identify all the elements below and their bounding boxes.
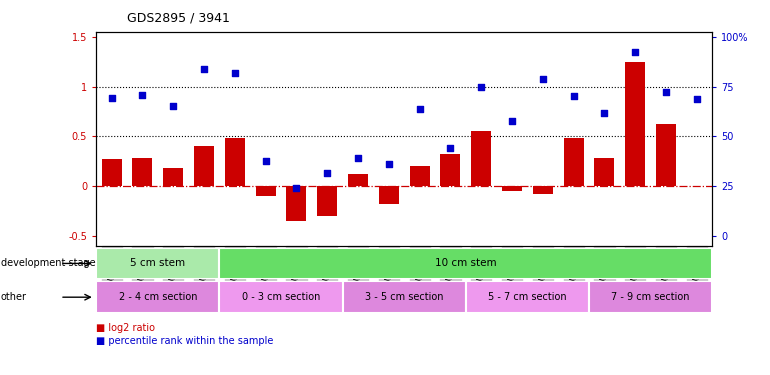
Point — [259, 158, 272, 164]
Bar — [96, 248, 219, 279]
Text: 10 cm stem: 10 cm stem — [435, 258, 497, 268]
Text: 2 - 4 cm section: 2 - 4 cm section — [119, 292, 197, 302]
Point — [506, 118, 518, 124]
Text: 3 - 5 cm section: 3 - 5 cm section — [365, 292, 444, 302]
Bar — [96, 281, 219, 313]
Bar — [317, 186, 337, 216]
Point — [290, 185, 303, 191]
Point — [105, 96, 118, 102]
Bar — [594, 158, 614, 186]
Point — [537, 76, 549, 82]
Point — [229, 70, 241, 76]
Text: 7 - 9 cm section: 7 - 9 cm section — [611, 292, 690, 302]
Bar — [286, 186, 306, 221]
Point — [660, 88, 672, 94]
Text: 5 cm stem: 5 cm stem — [130, 258, 186, 268]
Bar — [564, 138, 584, 186]
Bar — [379, 186, 399, 204]
Bar — [471, 131, 491, 186]
Point — [383, 161, 395, 167]
Bar — [163, 168, 183, 186]
Bar — [219, 248, 712, 279]
Point — [444, 145, 457, 151]
Point — [198, 66, 210, 72]
Bar — [625, 62, 645, 186]
Point — [629, 49, 641, 55]
Text: ■ percentile rank within the sample: ■ percentile rank within the sample — [96, 336, 273, 346]
Bar — [225, 138, 245, 186]
Point — [413, 106, 426, 112]
Point — [567, 93, 580, 99]
Bar — [132, 158, 152, 186]
Bar — [194, 146, 214, 186]
Text: development stage: development stage — [1, 258, 95, 268]
Bar — [533, 186, 553, 194]
Bar — [102, 159, 122, 186]
Text: other: other — [1, 292, 27, 302]
Point — [136, 92, 149, 98]
Bar — [502, 186, 522, 191]
Bar — [343, 281, 466, 313]
Bar — [410, 166, 430, 186]
Bar — [589, 281, 712, 313]
Point — [167, 104, 179, 110]
Point — [691, 96, 703, 102]
Bar — [219, 281, 343, 313]
Bar — [466, 281, 589, 313]
Text: ■ log2 ratio: ■ log2 ratio — [96, 323, 156, 333]
Bar — [256, 186, 276, 196]
Text: GDS2895 / 3941: GDS2895 / 3941 — [127, 11, 230, 24]
Bar — [656, 124, 676, 186]
Bar — [440, 154, 460, 186]
Bar — [348, 174, 368, 186]
Text: 0 - 3 cm section: 0 - 3 cm section — [242, 292, 320, 302]
Point — [352, 155, 364, 161]
Point — [475, 84, 487, 90]
Text: 5 - 7 cm section: 5 - 7 cm section — [488, 292, 567, 302]
Point — [598, 110, 611, 116]
Point — [321, 170, 333, 176]
